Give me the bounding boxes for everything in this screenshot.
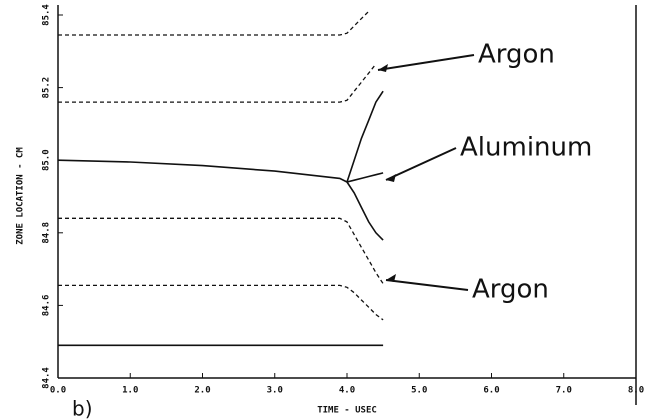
series-line (58, 284, 384, 321)
annotation-arrow (377, 54, 475, 71)
y-tick-label: 84.6 (42, 295, 52, 317)
series-line (58, 63, 377, 103)
x-axis-label: TIME - USEC (317, 406, 377, 416)
arrow-head (386, 174, 396, 182)
x-tick-label: 2.0 (194, 386, 210, 396)
annotation-arrow (385, 147, 457, 181)
y-tick-label: 85.0 (42, 149, 52, 171)
y-tick-label: 85.4 (42, 4, 52, 26)
series-line (346, 172, 384, 183)
annotation: Aluminum (460, 133, 592, 163)
annotation: Argon (478, 40, 555, 70)
x-tick-label: 6.0 (483, 386, 499, 396)
x-tick-label: 0.0 (50, 386, 66, 396)
series-line (58, 217, 384, 284)
x-tick-label: 5.0 (411, 386, 427, 396)
series-line (57, 159, 348, 183)
panel-label: b) (72, 397, 93, 420)
arrow-head (378, 64, 388, 72)
x-tick-label: 3.0 (267, 386, 283, 396)
annotation: Argon (472, 275, 549, 305)
arrow-head (386, 274, 396, 282)
series-line (346, 181, 384, 241)
series-line (58, 10, 370, 36)
y-tick-label: 84.4 (42, 367, 52, 389)
x-tick-label: 4.0 (339, 386, 355, 396)
y-tick-label: 84.8 (42, 222, 52, 244)
series-line (346, 90, 384, 183)
x-tick-label: 1.0 (122, 386, 138, 396)
y-tick-label: 85.2 (42, 77, 52, 99)
y-axis-label: ZONE LOCATION - CM (16, 147, 26, 245)
x-tick-label: 7.0 (556, 386, 572, 396)
annotation-arrow (385, 279, 469, 291)
x-tick-label: 8.0 (628, 386, 644, 396)
